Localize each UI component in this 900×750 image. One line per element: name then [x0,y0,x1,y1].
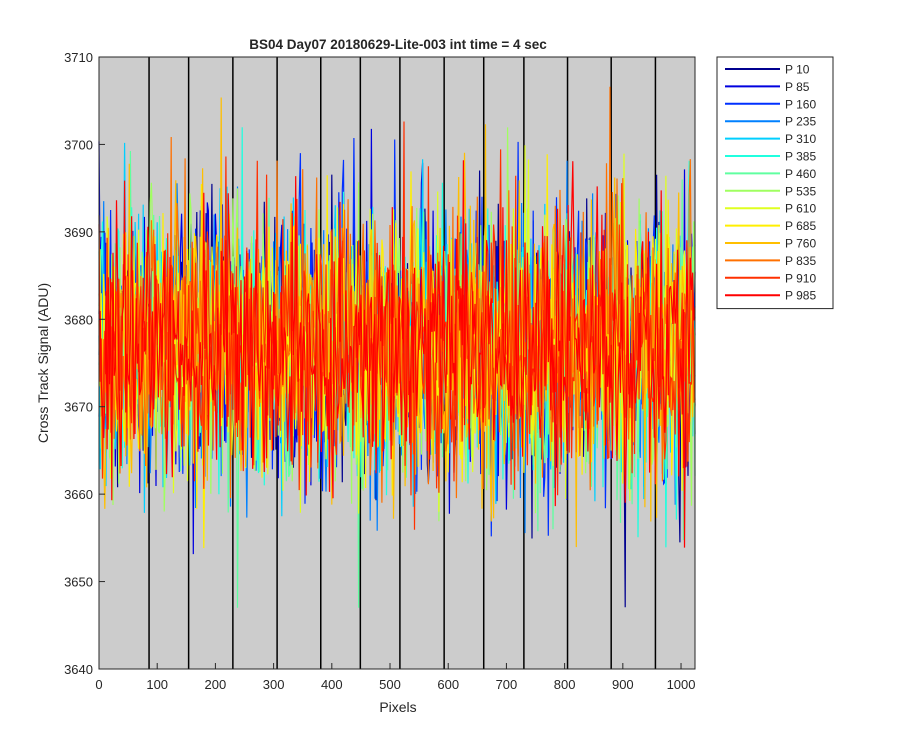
legend-item-label: P 610 [785,202,816,216]
legend-item-label: P 910 [785,271,816,285]
x-tick-label: 200 [205,677,227,692]
legend-box [716,56,834,310]
y-tick-label: 3640 [64,662,93,677]
x-tick-label: 700 [496,677,518,692]
y-axis: 3640 3650 3660 3670 3680 3690 3700 3710 [64,50,105,677]
chart-title: BS04 Day07 20180629-Lite-003 int time = … [249,37,547,52]
legend-item-label: P 760 [785,237,816,251]
x-tick-label: 400 [321,677,343,692]
y-tick-label: 3680 [64,312,93,327]
legend-item-label: P 160 [785,97,816,111]
y-tick-label: 3700 [64,137,93,152]
legend-item-label: P 985 [785,289,816,303]
x-tick-label: 1000 [667,677,696,692]
x-tick-label: 100 [146,677,168,692]
y-tick-label: 3660 [64,487,93,502]
legend-item-label: P 10 [785,63,810,77]
x-tick-label: 300 [263,677,285,692]
plot-frame [98,56,696,670]
x-tick-label: 0 [95,677,102,692]
legend: P 10 P 85 P 160 P 235 P 310 P 385 P 460 P 535 P … [716,56,834,310]
y-axis-label: Cross Track Signal (ADU) [35,283,51,443]
x-tick-label: 900 [612,677,634,692]
series-line-p985 [98,160,696,548]
legend-item-label: P 85 [785,80,810,94]
legend-item-label: P 385 [785,150,816,164]
y-tick-label: 3710 [64,50,93,65]
legend-item-label: P 310 [785,132,816,146]
legend-item-label: P 460 [785,167,816,181]
x-axis: 0 100 200 300 400 500 600 700 800 900 1000 [95,663,695,692]
y-tick-label: 3650 [64,575,93,590]
legend-item-label: P 535 [785,184,816,198]
x-tick-label: 600 [437,677,459,692]
x-axis-label: Pixels [379,699,416,715]
y-tick-label: 3670 [64,400,93,415]
legend-item-label: P 685 [785,219,816,233]
y-tick-label: 3690 [64,225,93,240]
x-tick-label: 500 [379,677,401,692]
legend-item-label: P 235 [785,115,816,129]
series-lines [98,86,696,608]
x-tick-label: 800 [554,677,576,692]
legend-item-label: P 835 [785,254,816,268]
